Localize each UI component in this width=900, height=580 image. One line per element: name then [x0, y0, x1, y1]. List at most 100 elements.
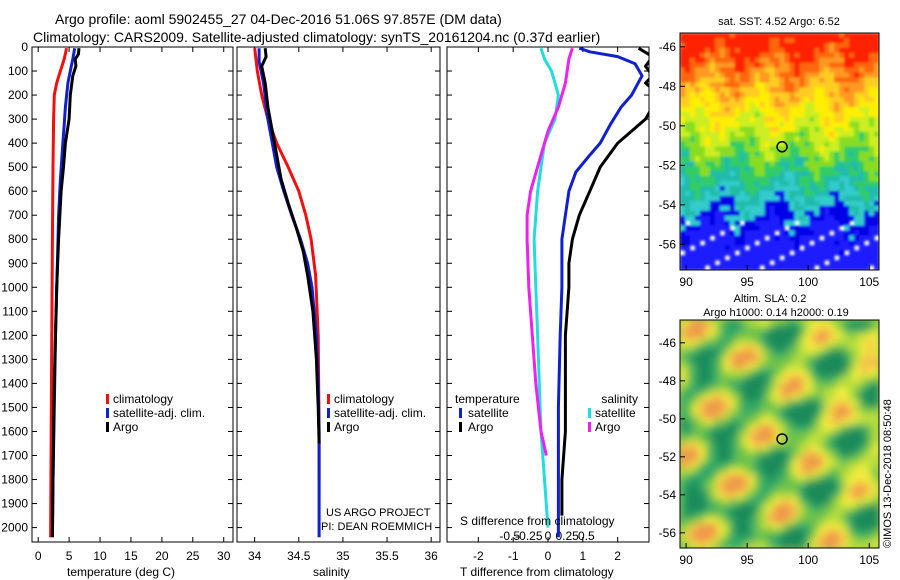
sst-cell — [874, 126, 879, 133]
sst-cell — [749, 240, 756, 246]
sst-cell — [764, 151, 770, 157]
sla-cell — [810, 418, 818, 426]
sla-cell — [680, 332, 687, 339]
sst-cell — [699, 156, 706, 162]
sla-cell — [767, 480, 774, 487]
sst-cell — [844, 161, 850, 167]
sla-cell — [754, 356, 762, 364]
sst-cell — [729, 116, 736, 123]
sst-cell — [769, 116, 775, 123]
sla-cell — [704, 541, 712, 548]
sst-cell — [839, 87, 845, 93]
sla-cell — [723, 437, 731, 444]
sla-cell — [742, 350, 749, 358]
sst-cell — [834, 220, 840, 226]
pressure-tick-label: 100 — [8, 64, 28, 78]
sla-cell — [767, 504, 774, 512]
sst-cell — [869, 112, 875, 118]
sst-cell — [704, 245, 711, 251]
sst-cell — [849, 181, 855, 187]
sst-cell — [719, 225, 726, 231]
sst-cell — [869, 47, 875, 54]
sst-cell — [749, 220, 756, 226]
sla-cell — [860, 474, 867, 481]
sla-cell — [854, 529, 861, 537]
sst-cell — [739, 161, 746, 167]
sst-cell — [739, 116, 746, 123]
sla-cell — [729, 320, 737, 327]
sst-cell — [829, 131, 835, 138]
sla-cell — [723, 393, 731, 401]
sla-cell — [773, 375, 780, 383]
sst-cell — [804, 215, 810, 222]
sst-cell — [784, 235, 790, 241]
sst-cell — [754, 47, 761, 54]
sst-cell — [849, 200, 855, 207]
sst-cell — [819, 161, 825, 167]
sla-cell — [860, 467, 867, 475]
sla-cell — [835, 418, 843, 426]
sst-cell — [694, 176, 701, 182]
sst-cell — [764, 166, 770, 172]
sst-cell — [844, 181, 850, 187]
sst-cell — [779, 161, 785, 167]
sst-cell — [779, 240, 785, 246]
sst-cell — [709, 225, 716, 231]
sla-cell — [760, 381, 768, 389]
sst-cell — [829, 235, 835, 241]
sla-cell — [835, 381, 843, 389]
sst-cell — [824, 97, 830, 103]
sst-cell — [724, 121, 731, 128]
sst-cell — [854, 240, 860, 246]
sst-cell — [709, 52, 716, 59]
sla-cell — [742, 406, 749, 413]
sla-cell — [791, 480, 799, 487]
sla-cell — [711, 418, 718, 426]
sst-cell — [864, 57, 870, 64]
sla-cell — [760, 326, 768, 333]
sla-cell — [760, 535, 768, 543]
sla-cell — [723, 467, 731, 475]
sst-cell — [754, 37, 761, 44]
sla-cell — [872, 437, 879, 444]
sst-cell — [694, 33, 701, 39]
sst-cell — [834, 116, 840, 123]
sla-cell — [723, 517, 731, 524]
sst-cell — [824, 92, 830, 98]
sla-cell — [735, 369, 743, 376]
sst-cell — [864, 87, 870, 93]
sla-cell — [698, 369, 706, 376]
sst-cell — [849, 166, 855, 172]
sst-cell — [709, 33, 716, 39]
sla-cell — [680, 375, 687, 383]
sst-cell — [769, 102, 775, 108]
sst-cell — [824, 62, 830, 68]
sla-cell — [860, 541, 867, 548]
sst-cell — [764, 77, 770, 83]
sla-cell — [810, 350, 818, 358]
sst-cell — [724, 181, 731, 187]
sst-cell — [854, 260, 860, 266]
sla-cell — [717, 387, 724, 395]
sst-cell — [684, 126, 691, 133]
map-lon-label: 100 — [798, 275, 818, 289]
sla-cell — [804, 332, 811, 339]
sst-cell — [849, 186, 855, 192]
sst-cell — [789, 220, 795, 226]
sla-cell — [860, 320, 867, 327]
sla-cell — [754, 406, 762, 413]
sla-cell — [735, 356, 743, 364]
sst-cell — [744, 141, 751, 147]
sst-cell — [784, 205, 790, 212]
sla-cell — [773, 418, 780, 426]
sla-cell — [711, 467, 718, 475]
sst-cell — [819, 82, 825, 88]
sst-cell — [814, 245, 820, 251]
sst-cell — [819, 92, 825, 98]
sst-cell — [869, 87, 875, 93]
sla-cell — [742, 492, 749, 500]
sla-cell — [748, 363, 756, 370]
sst-cell — [809, 200, 815, 207]
sst-cell — [734, 82, 741, 88]
sla-cell — [847, 430, 855, 438]
